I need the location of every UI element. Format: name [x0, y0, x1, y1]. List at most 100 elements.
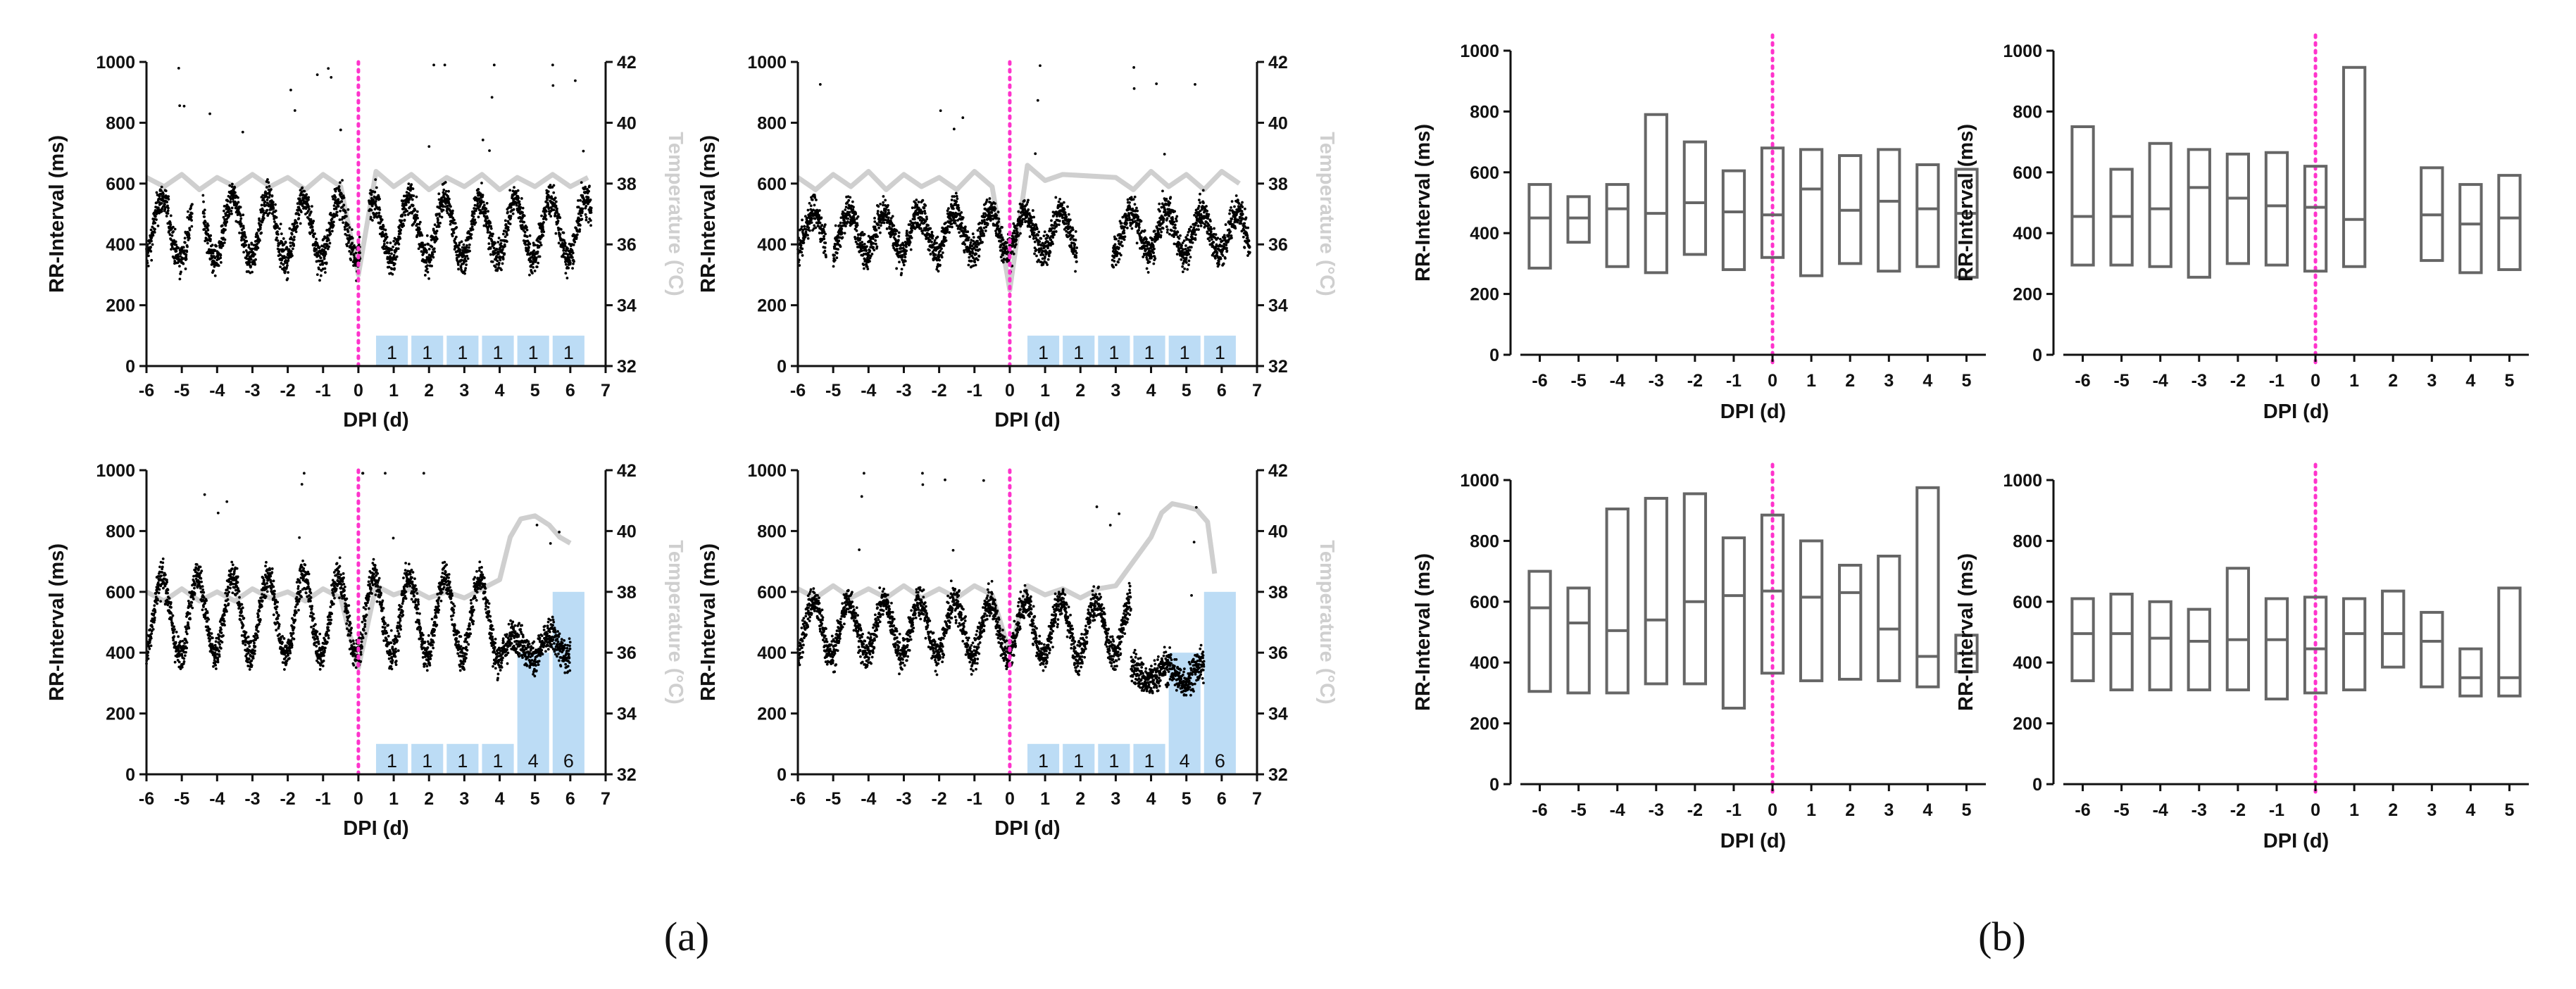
rr-point: [1177, 247, 1181, 251]
rr-point: [492, 232, 494, 236]
rr-point: [977, 255, 981, 258]
rr-point: [425, 234, 429, 237]
rr-point: [497, 252, 500, 256]
rr-point: [972, 236, 975, 239]
rr-point: [307, 205, 311, 208]
rr-point: [265, 208, 269, 212]
rr-point: [275, 237, 278, 239]
rr-point: [999, 229, 1001, 232]
rr-point: [994, 207, 997, 210]
rr-point: [1156, 227, 1159, 229]
rr-point: [818, 83, 822, 86]
rr-point: [1032, 231, 1036, 234]
rr-point: [420, 234, 424, 237]
rr-point: [290, 232, 294, 236]
y2-tick-label: 42: [617, 53, 637, 73]
rr-point: [371, 190, 375, 193]
rr-point: [486, 216, 489, 220]
rr-point: [448, 197, 451, 201]
rr-point: [562, 231, 565, 234]
rr-point: [868, 260, 871, 263]
rr-point: [920, 227, 923, 230]
rr-point: [346, 244, 349, 248]
rr-point: [807, 226, 811, 229]
rr-point: [1180, 258, 1183, 261]
rr-point: [942, 244, 946, 247]
rr-point: [254, 253, 256, 256]
rr-point: [276, 225, 280, 228]
rr-point: [970, 260, 973, 263]
rr-point: [431, 253, 434, 256]
rr-point: [500, 268, 503, 272]
rr-point: [284, 241, 287, 244]
rr-point: [285, 266, 288, 269]
rr-point: [465, 246, 468, 249]
rr-point: [303, 189, 306, 193]
rr-point: [190, 212, 194, 215]
rr-point: [1171, 218, 1175, 221]
rr-point: [370, 208, 373, 212]
rr-point: [292, 225, 296, 228]
rr-point: [211, 251, 215, 255]
rr-point: [813, 203, 816, 207]
rr-point: [279, 253, 282, 257]
rr-point: [958, 231, 961, 234]
rr-point: [159, 192, 163, 196]
rr-point: [342, 196, 346, 199]
dose-bar: [446, 335, 479, 366]
rr-point: [481, 194, 484, 196]
rr-point: [212, 263, 215, 266]
rr-point: [920, 210, 924, 213]
rr-point: [177, 253, 180, 256]
rr-point: [444, 189, 448, 193]
rr-point: [387, 265, 391, 269]
rr-point: [346, 223, 350, 227]
rr-point: [1171, 222, 1175, 226]
rr-point: [833, 258, 837, 262]
rr-point: [1061, 203, 1064, 206]
rr-point: [230, 189, 233, 193]
rr-point: [815, 199, 818, 201]
rr-point: [404, 213, 407, 217]
rr-point: [875, 245, 879, 248]
rr-point: [1030, 219, 1033, 222]
rr-point: [939, 263, 942, 267]
x-tick-label: 0: [354, 381, 363, 401]
rr-point: [274, 209, 277, 213]
rr-point: [1137, 226, 1141, 229]
y-tick-label: 800: [106, 113, 135, 133]
y2-axis-label: Temperature (°C): [664, 132, 687, 296]
rr-point: [206, 241, 209, 245]
rr-point: [248, 260, 251, 264]
rr-point: [484, 207, 488, 210]
rr-point: [494, 241, 497, 245]
rr-point: [273, 220, 276, 223]
rr-point: [332, 220, 335, 224]
rr-point: [509, 206, 513, 209]
rr-point: [351, 237, 354, 240]
rr-point: [389, 241, 392, 244]
rr-point: [554, 204, 558, 208]
rr-point: [1158, 210, 1161, 213]
rr-point: [384, 233, 388, 236]
rr-point: [358, 235, 361, 239]
rr-point: [274, 203, 277, 206]
rr-point: [833, 253, 837, 257]
x-tick-label: -3: [244, 381, 260, 401]
rr-point: [323, 267, 327, 270]
rr-point: [967, 263, 970, 267]
rr-point: [351, 241, 354, 245]
rr-point: [258, 226, 262, 229]
rr-point: [579, 199, 582, 202]
rr-point: [375, 186, 378, 189]
x-tick-label: 2: [424, 381, 434, 401]
rr-point: [425, 267, 429, 270]
rr-point: [1043, 230, 1046, 234]
rr-point: [953, 195, 956, 198]
rr-point: [552, 191, 556, 194]
rr-point: [268, 211, 271, 215]
rr-point: [1133, 195, 1137, 199]
x-tick-label: 4: [495, 381, 505, 401]
rr-point: [1130, 227, 1134, 230]
rr-point: [1126, 218, 1129, 222]
